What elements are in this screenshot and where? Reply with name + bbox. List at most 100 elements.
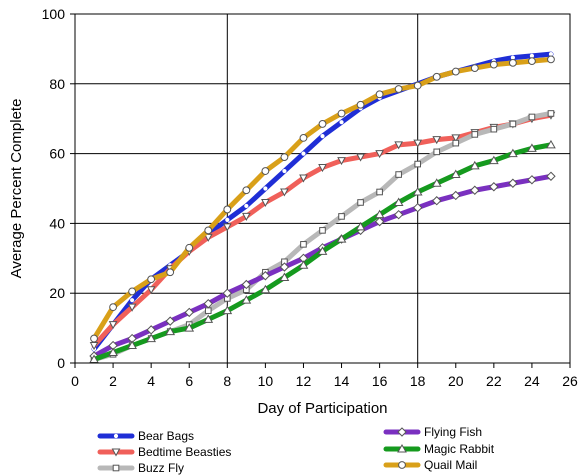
- legend-item: Flying Fish: [383, 425, 482, 439]
- data-point: [510, 55, 515, 60]
- data-point: [375, 90, 384, 99]
- x-tick-label: 14: [334, 373, 350, 389]
- data-point: [431, 178, 442, 187]
- data-point: [244, 203, 249, 209]
- legend-label: Buzz Fly: [138, 461, 184, 475]
- plot-frame: [74, 13, 571, 364]
- data-point: [298, 260, 309, 269]
- series-line: [91, 173, 554, 359]
- data-point: [470, 64, 479, 72]
- x-tick-label: 26: [562, 373, 578, 389]
- data-point: [432, 136, 442, 145]
- data-point: [357, 199, 364, 206]
- data-point: [527, 143, 537, 152]
- data-point: [299, 174, 308, 183]
- data-point: [375, 150, 384, 159]
- data-point: [128, 287, 137, 296]
- data-point: [225, 217, 230, 223]
- data-point: [222, 223, 232, 232]
- legend-item: Quail Mail: [383, 458, 477, 472]
- y-axis-title: Average Percent Complete: [8, 99, 25, 279]
- data-point: [412, 186, 423, 196]
- y-tick-label: 60: [49, 146, 65, 162]
- x-axis-title: Day of Participation: [257, 400, 387, 417]
- data-point: [451, 134, 461, 143]
- data-point: [548, 52, 554, 57]
- data-point: [527, 175, 537, 185]
- data-point: [279, 272, 290, 281]
- data-point: [280, 153, 289, 161]
- data-point: [318, 164, 327, 173]
- data-point: [432, 72, 441, 81]
- series-magic-rabbit: [89, 139, 556, 364]
- data-point: [547, 55, 555, 64]
- data-point: [376, 188, 383, 196]
- legend-label: Bedtime Beasties: [138, 445, 231, 459]
- legend-item: Buzz Fly: [97, 461, 184, 475]
- data-point: [146, 286, 156, 295]
- x-tick-label: 12: [296, 373, 312, 389]
- data-point: [185, 243, 194, 252]
- legend-label: Flying Fish: [424, 425, 482, 439]
- data-point: [242, 186, 251, 195]
- data-point: [241, 295, 252, 304]
- data-point: [489, 60, 498, 69]
- data-point: [89, 342, 99, 351]
- y-tick-label: 80: [49, 76, 65, 92]
- data-point: [413, 139, 423, 148]
- data-point: [318, 120, 327, 128]
- data-point: [320, 134, 325, 139]
- data-point: [394, 85, 403, 93]
- data-point: [261, 198, 270, 208]
- data-point: [299, 133, 308, 142]
- x-tick-labels: 0 2 4 6 8 10 12 14 16 18 20 22 24 26: [71, 363, 578, 389]
- x-tick-label: 2: [109, 373, 117, 389]
- data-point: [222, 288, 233, 298]
- data-point: [471, 131, 479, 138]
- legend-label: Bear Bags: [138, 429, 194, 443]
- data-point: [451, 190, 461, 201]
- data-point: [280, 188, 289, 197]
- y-tick-label: 0: [57, 355, 65, 371]
- data-point: [300, 241, 307, 248]
- series-lines: [89, 51, 556, 364]
- data-point: [394, 141, 403, 150]
- data-point: [529, 53, 535, 58]
- data-point: [395, 171, 402, 178]
- x-tick-label: 20: [448, 373, 464, 389]
- series-bear-bags: [91, 51, 554, 352]
- y-tick-label: 100: [42, 6, 66, 22]
- data-point: [374, 209, 385, 219]
- data-point: [146, 333, 157, 343]
- data-point: [203, 233, 213, 242]
- data-point: [528, 57, 536, 66]
- legend-marker: [113, 433, 119, 439]
- x-tick-label: 8: [223, 373, 231, 389]
- data-point: [339, 120, 344, 125]
- x-tick-label: 24: [524, 373, 540, 389]
- y-tick-labels: 0 20 40 60 80 100: [42, 6, 75, 371]
- legend-item: Bear Bags: [97, 429, 194, 443]
- data-point: [184, 307, 194, 318]
- data-point: [508, 178, 518, 188]
- data-point: [508, 148, 518, 158]
- data-point: [546, 171, 556, 181]
- series-flying-fish: [89, 171, 556, 361]
- data-point: [319, 227, 326, 234]
- legend-item: Bedtime Beasties: [97, 445, 231, 459]
- series-line: [91, 51, 554, 352]
- data-point: [317, 246, 328, 255]
- legend-marker: [112, 464, 120, 472]
- data-point: [204, 226, 213, 235]
- data-point: [355, 221, 366, 231]
- legend-marker: [398, 461, 406, 469]
- x-tick-label: 16: [372, 373, 388, 389]
- data-point: [528, 113, 536, 121]
- x-tick-label: 4: [147, 373, 155, 389]
- series-quail-mail: [90, 55, 555, 343]
- data-point: [489, 182, 499, 192]
- x-tick-label: 6: [185, 373, 193, 389]
- data-point: [166, 268, 175, 277]
- data-point: [413, 81, 422, 90]
- data-point: [547, 110, 555, 117]
